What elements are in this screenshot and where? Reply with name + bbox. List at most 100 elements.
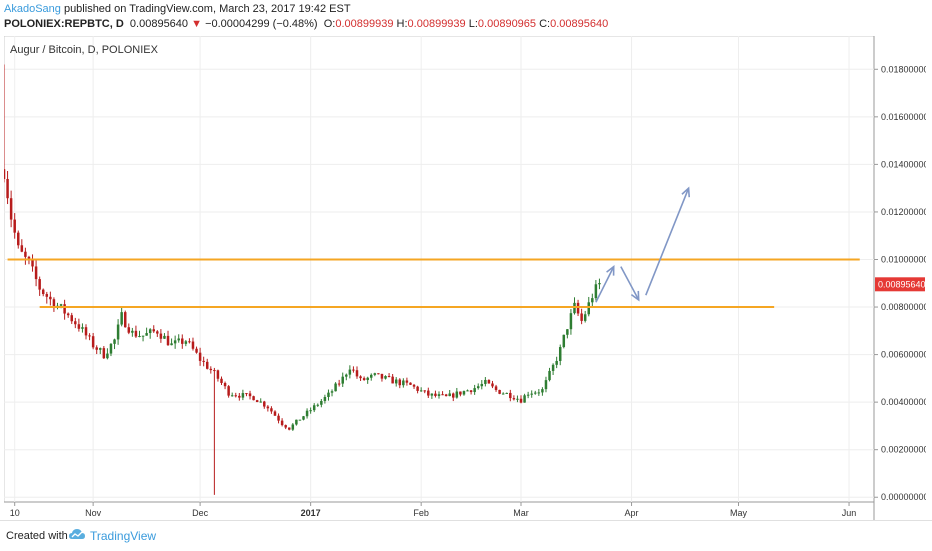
candle-body [284,425,287,428]
candle-body [391,376,394,384]
candle-body [480,383,484,387]
chart-header: AkadoSang published on TradingView.com, … [0,0,932,36]
candle-body [402,380,405,386]
candle-body [473,388,476,393]
candle-body [441,394,444,396]
candle-body [355,370,359,377]
candlestick-chart[interactable]: 0.01800000 0.01600000 0.01400000 0.01200000… [2,35,929,520]
candle-body [227,386,230,396]
candle-body [405,380,409,383]
candle-body [320,400,323,405]
tradingview-brand[interactable]: TradingView [90,529,157,543]
candle-body [448,393,451,397]
candle-body [576,302,580,314]
candle-body [27,256,31,260]
candle-body [41,289,45,295]
candle-body [266,406,270,409]
candle-body [141,335,145,337]
candle-body [348,369,352,375]
candle-body [113,339,116,344]
projection-arrow[interactable] [645,186,691,296]
candle-body [63,304,66,314]
candle-body [252,396,255,401]
price-badge-text: 0.00895640 [878,279,926,289]
candle-body [184,341,188,344]
candle-body [394,379,398,384]
x-tick-label: Nov [85,508,102,518]
candles [2,64,601,495]
tradingview-cloud-icon[interactable] [68,527,86,543]
candle-body [49,296,52,300]
candle-body [31,259,34,267]
y-axis-ticks: 0.01800000 0.01600000 0.01400000 0.01200000… [874,64,929,502]
candle-body [295,419,298,425]
candle-body [598,283,601,285]
projection-arrow[interactable] [620,266,640,302]
footer: Created with TradingView [0,520,932,551]
y-tick-label: 0.00800000 [881,302,926,312]
candle-body [152,329,156,332]
x-tick-label: Jun [842,508,857,518]
x-tick-label: Dec [192,508,209,518]
candle-body [66,313,70,316]
candle-body [566,329,569,335]
candle-body [191,341,195,349]
chart-area[interactable]: 0.01800000 0.01600000 0.01400000 0.01200000… [2,35,929,520]
x-tick-label: 10 [10,508,20,518]
candle-body [9,198,13,220]
x-axis-ticks: 10 Nov Dec 2017 Feb Mar Apr May Jun [10,502,857,518]
candle-body [127,327,131,333]
candle-body [384,376,387,379]
author-link[interactable]: AkadoSang [4,3,61,15]
candle-body [398,379,402,386]
candle-body [24,251,27,257]
low-value: 0.00890965 [477,18,537,30]
candle-body [91,336,95,348]
candle-body [2,169,6,179]
candle-body [52,299,56,309]
candle-body [177,338,180,341]
symbol-label: POLONIEX:REPBTC, D [4,18,124,30]
candle-body [551,364,555,371]
price-badge: 0.00895640 [875,277,926,292]
candle-body [234,395,238,397]
projection-arrow[interactable] [595,264,615,303]
candle-body [380,373,384,379]
candle-body [6,178,9,199]
candle-body [202,360,205,362]
candle-body [13,219,16,233]
candle-body [263,401,266,407]
arrow-head [606,264,615,276]
candle-body [505,392,508,394]
candle-body [498,389,501,394]
y-tick-label: 0.01800000 [881,64,926,74]
candle-body [99,348,102,350]
candle-body [544,380,548,390]
candle-body [45,294,49,297]
candle-body [466,390,469,392]
candle-body [423,390,426,392]
y-tick-label: 0.00000000 [881,492,926,502]
candle-body [516,398,519,400]
x-tick-label: Feb [413,508,429,518]
candle-body [437,394,441,396]
candle-body [494,386,498,390]
candle-body [530,393,533,395]
open-label: O: [323,18,336,30]
candle-body [298,419,302,421]
candle-body [484,379,487,384]
close-label: C: [539,18,551,30]
arrow-shaft [620,266,640,301]
candle-body [312,405,316,411]
candle-body [209,368,213,371]
candle-body [519,398,523,403]
close-value: 0.00895640 [550,18,609,30]
candle-body [309,410,312,412]
candle-body [123,312,127,328]
candle-body [109,343,113,354]
candle-body [459,391,462,395]
y-tick-label: 0.00200000 [881,445,926,455]
candle-body [537,392,541,394]
candle-body [370,374,373,378]
candle-body [541,389,544,393]
